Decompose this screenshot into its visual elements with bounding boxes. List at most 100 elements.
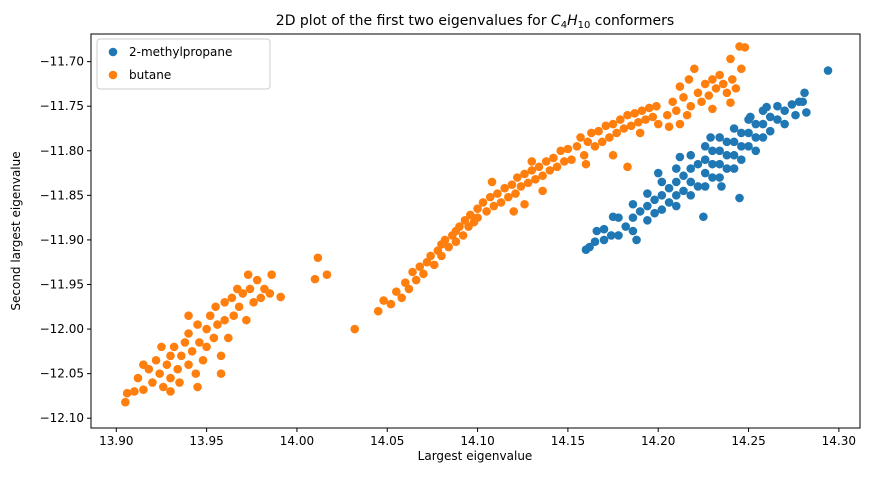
y-tick-label: −12.00: [40, 322, 84, 336]
data-point: [621, 222, 631, 231]
data-point: [628, 226, 638, 236]
data-point: [220, 315, 229, 325]
data-point: [581, 159, 591, 169]
data-point: [650, 208, 659, 218]
data-point: [211, 302, 220, 312]
data-point: [216, 351, 226, 361]
data-point: [744, 142, 753, 151]
data-point: [220, 298, 229, 307]
data-point: [249, 298, 258, 307]
y-tick-label: −11.75: [40, 99, 84, 113]
data-point: [711, 84, 721, 93]
x-tick-label: 13.95: [189, 434, 223, 448]
data-point: [191, 369, 201, 378]
data-point: [773, 101, 782, 111]
data-point: [401, 278, 410, 288]
data-point: [493, 189, 502, 198]
data-point: [608, 212, 618, 222]
data-point: [599, 224, 609, 234]
data-point: [121, 397, 130, 407]
data-point: [653, 168, 663, 178]
data-point: [682, 110, 692, 120]
data-point: [243, 270, 253, 279]
data-point: [729, 137, 739, 147]
data-point: [556, 146, 565, 156]
data-point: [675, 82, 685, 91]
data-point: [717, 182, 726, 191]
data-point: [780, 106, 789, 115]
data-point: [184, 360, 193, 370]
data-point: [527, 166, 537, 175]
data-point: [485, 192, 495, 202]
data-point: [422, 257, 432, 267]
data-point: [473, 213, 482, 222]
data-point: [195, 338, 204, 347]
data-point: [708, 159, 717, 169]
data-point: [386, 299, 396, 309]
data-point: [139, 360, 148, 370]
data-point: [643, 201, 652, 211]
data-point: [765, 126, 775, 136]
data-point: [657, 177, 667, 187]
data-point: [726, 98, 735, 107]
data-point: [608, 119, 618, 129]
data-point: [664, 122, 674, 132]
y-tick-label: −12.10: [40, 411, 84, 425]
data-point: [671, 106, 681, 115]
data-point: [572, 142, 582, 151]
x-axis-ticks: 13.90 13.95 14.00 14.05 14.10 14.15 14.20 14.25…: [99, 428, 856, 448]
data-point: [552, 162, 562, 172]
data-point: [482, 207, 491, 216]
data-point: [731, 84, 741, 93]
data-point: [652, 101, 661, 111]
data-point: [737, 155, 746, 164]
data-point: [686, 150, 696, 160]
data-point: [605, 133, 614, 142]
y-tick-label: −11.80: [40, 144, 84, 158]
data-point: [238, 289, 248, 298]
legend-marker-butane: [108, 70, 118, 80]
data-point: [579, 150, 589, 160]
legend-marker-2-methylpropane: [108, 47, 118, 57]
data-point: [229, 311, 239, 320]
data-point: [487, 177, 497, 187]
data-point: [635, 207, 645, 216]
data-point: [729, 164, 739, 173]
data-point: [391, 287, 401, 296]
data-point: [130, 387, 139, 396]
data-point: [729, 124, 739, 133]
data-point: [184, 311, 193, 320]
legend-label-butane: butane: [129, 68, 171, 82]
data-point: [597, 137, 607, 147]
data-point: [466, 210, 475, 220]
data-point: [643, 189, 652, 198]
data-point: [590, 237, 600, 246]
data-point: [523, 178, 533, 188]
data-point: [715, 173, 724, 182]
data-point: [166, 351, 175, 361]
data-point: [169, 342, 179, 352]
data-point: [267, 270, 276, 279]
data-point: [139, 385, 148, 394]
data-point: [162, 360, 172, 370]
data-point: [527, 157, 537, 166]
data-point: [408, 267, 417, 277]
data-point: [223, 333, 233, 343]
data-point: [737, 128, 746, 138]
x-tick-label: 14.15: [551, 434, 585, 448]
data-point: [700, 142, 710, 151]
data-point: [148, 378, 157, 387]
data-point: [671, 201, 681, 211]
data-point: [737, 142, 746, 151]
data-point: [708, 75, 717, 84]
data-point: [205, 311, 215, 320]
data-point: [234, 302, 244, 312]
data-point: [773, 115, 782, 124]
data-point: [684, 75, 694, 84]
x-tick-label: 14.10: [460, 434, 494, 448]
data-point: [722, 137, 732, 147]
data-point: [581, 245, 591, 255]
data-point: [671, 191, 681, 200]
data-point: [520, 199, 529, 209]
